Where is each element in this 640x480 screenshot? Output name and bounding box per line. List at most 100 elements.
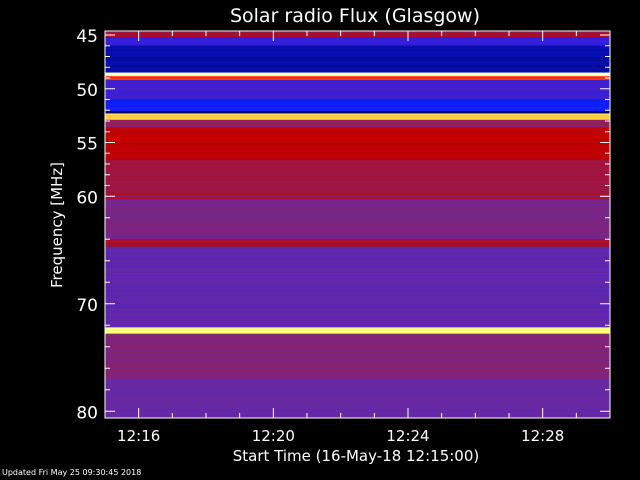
heatmap-row xyxy=(105,254,610,256)
heatmap-row xyxy=(105,113,610,115)
heatmap-row xyxy=(105,179,610,181)
heatmap-row xyxy=(105,129,610,131)
heatmap-row xyxy=(105,389,610,390)
y-tick-label: 50 xyxy=(76,81,98,101)
heatmap-row xyxy=(105,145,610,147)
heatmap-row xyxy=(105,147,610,149)
heatmap-row xyxy=(105,74,610,76)
heatmap-row xyxy=(105,239,610,241)
heatmap-row xyxy=(105,353,610,355)
heatmap-row xyxy=(105,272,610,274)
heatmap-row xyxy=(105,270,610,272)
heatmap-row xyxy=(105,223,610,225)
heatmap-band-4 xyxy=(105,76,610,81)
heatmap-row xyxy=(105,191,610,193)
heatmap-row xyxy=(105,256,610,258)
heatmap-row xyxy=(105,55,610,57)
heatmap-row xyxy=(105,379,610,380)
heatmap-row xyxy=(105,107,610,109)
heatmap-row xyxy=(105,72,610,74)
heatmap-row xyxy=(105,99,610,101)
heatmap-row xyxy=(105,363,610,365)
heatmap-row xyxy=(105,385,610,386)
heatmap-row xyxy=(105,63,610,65)
heatmap-row xyxy=(105,286,610,288)
heatmap-row xyxy=(105,347,610,349)
heatmap-row xyxy=(105,103,610,105)
heatmap-row xyxy=(105,237,610,239)
heatmap-row xyxy=(105,351,610,353)
heatmap-row xyxy=(105,411,610,412)
heatmap-row xyxy=(105,88,610,90)
x-tick-label: 12:16 xyxy=(117,427,160,445)
y-tick-label: 80 xyxy=(76,403,98,423)
heatmap-row xyxy=(105,300,610,302)
heatmap-row xyxy=(105,355,610,357)
y-tick-label: 70 xyxy=(76,296,98,316)
x-axis-label: Start Time (16-May-18 12:15:00) xyxy=(233,447,479,465)
heatmap-row xyxy=(105,101,610,103)
heatmap-row xyxy=(105,246,610,248)
heatmap-row xyxy=(105,80,610,82)
heatmap-row xyxy=(105,47,610,49)
heatmap-row xyxy=(105,312,610,314)
heatmap-row xyxy=(105,280,610,282)
heatmap-row xyxy=(105,320,610,322)
heatmap-row xyxy=(105,215,610,217)
heatmap-row xyxy=(105,391,610,392)
heatmap-band-15 xyxy=(105,327,610,334)
heatmap-row xyxy=(105,173,610,175)
heatmap-row xyxy=(105,109,610,111)
y-axis-label: Frequency [MHz] xyxy=(48,162,66,288)
heatmap-row xyxy=(105,361,610,363)
heatmap-row xyxy=(105,373,610,375)
heatmap-row xyxy=(105,397,610,398)
heatmap-row xyxy=(105,183,610,185)
heatmap-row xyxy=(105,185,610,187)
heatmap-row xyxy=(105,381,610,382)
heatmap-row xyxy=(105,264,610,266)
heatmap-row xyxy=(105,151,610,153)
heatmap-row xyxy=(105,65,610,67)
heatmap-row xyxy=(105,98,610,100)
heatmap-row xyxy=(105,282,610,284)
heatmap-row xyxy=(105,121,610,123)
heatmap-band-6 xyxy=(105,99,610,112)
heatmap-row xyxy=(105,53,610,55)
heatmap-row xyxy=(105,248,610,250)
heatmap-row xyxy=(105,290,610,292)
heatmap-row xyxy=(105,250,610,252)
heatmap-row xyxy=(105,167,610,169)
heatmap-row xyxy=(105,278,610,280)
heatmap-row xyxy=(105,181,610,183)
heatmap-row xyxy=(105,233,610,235)
heatmap-row xyxy=(105,401,610,402)
heatmap-row xyxy=(105,225,610,227)
heatmap-row xyxy=(105,318,610,320)
heatmap-row xyxy=(105,294,610,296)
heatmap-band-8 xyxy=(105,113,610,120)
heatmap-row xyxy=(105,302,610,304)
heatmap-row xyxy=(105,415,610,416)
heatmap-row xyxy=(105,123,610,125)
heatmap-row xyxy=(105,111,610,113)
y-tick-label: 60 xyxy=(76,188,98,208)
heatmap-band-9 xyxy=(105,119,610,128)
heatmap-row xyxy=(105,322,610,324)
heatmap-row xyxy=(105,375,610,377)
heatmap-row xyxy=(105,221,610,223)
x-tick-label: 12:20 xyxy=(252,427,295,445)
heatmap-row xyxy=(105,51,610,53)
heatmap-row xyxy=(105,407,610,408)
heatmap-row xyxy=(105,405,610,406)
x-tick-label: 12:24 xyxy=(386,427,429,445)
heatmap-row xyxy=(105,193,610,195)
heatmap-row xyxy=(105,94,610,96)
heatmap-row xyxy=(105,189,610,191)
heatmap-row xyxy=(105,159,610,161)
heatmap-row xyxy=(105,258,610,260)
heatmap-row xyxy=(105,115,610,117)
heatmap-band-12 xyxy=(105,199,610,240)
heatmap-row xyxy=(105,143,610,145)
